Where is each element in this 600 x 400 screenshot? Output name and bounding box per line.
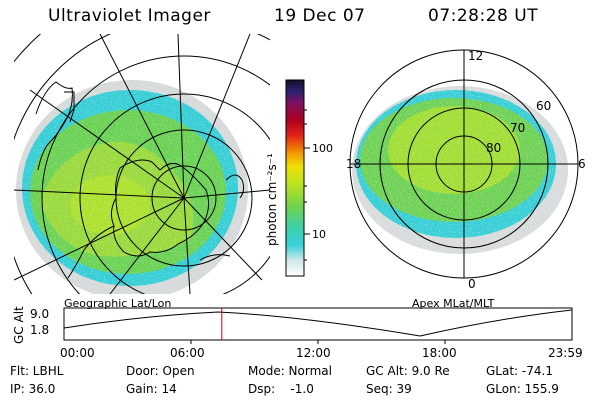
apex-grid	[349, 49, 579, 279]
color-bar-scale	[285, 79, 305, 277]
apex-polar-plot: 12 18 6 0 60 70 80	[346, 49, 586, 291]
color-bar-ticks	[304, 109, 310, 261]
mode-readout: Mode: Normal	[248, 364, 332, 378]
door-readout: Door: Open	[126, 364, 195, 378]
color-bar-tick-10: 10	[312, 228, 326, 241]
seq-readout: Seq: 39	[366, 382, 412, 396]
color-bar: 100 10 photon cm⁻²s⁻¹	[265, 79, 333, 277]
time-tick-1200: 12:00	[296, 346, 331, 360]
time-tick-0600: 06:00	[170, 346, 205, 360]
time-tick-0000: 00:00	[60, 346, 95, 360]
antarctica-coastline	[110, 159, 210, 257]
mlt-label-6: 6	[578, 157, 586, 171]
mlt-label-0: 0	[468, 277, 476, 291]
altitude-axis-label: GC Alt	[12, 306, 26, 344]
altitude-ytick-max: 9.0	[30, 307, 49, 321]
altitude-plot-frame	[63, 307, 573, 341]
coastline-lower-right	[199, 254, 231, 261]
dsp-readout: Dsp: -1.0	[248, 382, 314, 396]
mlat-label-70: 70	[510, 121, 525, 135]
geographic-map	[14, 34, 270, 294]
continent-coastline-left	[35, 81, 73, 171]
mlt-label-18: 18	[346, 157, 361, 171]
altitude-plot: GC Alt 9.0 1.8	[12, 306, 573, 344]
glon-readout: GLon: 155.9	[486, 382, 559, 396]
mlt-label-12: 12	[468, 49, 483, 63]
geographic-map-label: Geographic Lat/Lon	[64, 297, 172, 310]
observation-time: 07:28:28 UT	[428, 6, 539, 26]
observation-date: 19 Dec 07	[274, 6, 366, 26]
time-tick-1800: 18:00	[422, 346, 457, 360]
glat-readout: GLat: -74.1	[486, 364, 553, 378]
gain-readout: Gain: 14	[126, 382, 177, 396]
ip-readout: IP: 36.0	[10, 382, 56, 396]
continent-coastline-top	[64, 91, 75, 123]
color-bar-tick-100: 100	[312, 142, 333, 155]
altitude-ytick-min: 1.8	[30, 323, 49, 337]
coastline-right	[225, 174, 245, 199]
altitude-x-ticks	[190, 340, 446, 344]
geo-meridians	[14, 34, 270, 294]
color-bar-unit-label: photon cm⁻²s⁻¹	[265, 153, 279, 246]
peninsula-coastline	[67, 225, 115, 279]
instrument-title: Ultraviolet Imager	[48, 6, 211, 26]
gc-alt-readout: GC Alt: 9.0 Re	[366, 364, 450, 378]
apex-map-label: Apex MLat/MLT	[412, 297, 495, 310]
filter-readout: Flt: LBHL	[10, 364, 64, 378]
mlat-label-60: 60	[536, 99, 551, 113]
mlat-label-80: 80	[486, 141, 501, 155]
time-tick-2359: 23:59	[548, 346, 583, 360]
altitude-curve	[63, 309, 573, 337]
